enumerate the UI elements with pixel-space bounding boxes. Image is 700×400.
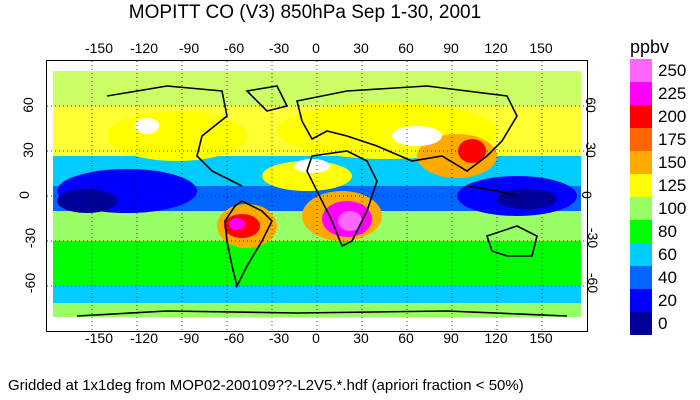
colorbar-swatch: [630, 312, 652, 335]
colorbar-label: 225: [658, 84, 687, 103]
lon-tick-top: 120: [484, 40, 508, 56]
lon-tick-top: -90: [178, 40, 200, 56]
colorbar-swatch: [630, 197, 652, 220]
colorbar-swatch: [630, 151, 652, 174]
lon-tick-bottom: -30: [268, 330, 290, 346]
lat-tick-left: 60: [19, 97, 36, 113]
colorbar-swatch: [630, 243, 652, 266]
lon-tick-top: 0: [312, 40, 320, 56]
lat-tick-left: 30: [19, 142, 36, 158]
lon-tick-top: 30: [353, 40, 369, 56]
colorbar-unit: ppbv: [630, 37, 670, 57]
lon-tick-bottom: -120: [129, 330, 159, 346]
colorbar-label: 125: [658, 176, 687, 195]
lon-tick-top: 90: [443, 40, 459, 56]
lon-tick-bottom: -150: [84, 330, 114, 346]
lon-tick-top: 60: [398, 40, 414, 56]
lon-tick-top: -120: [129, 40, 159, 56]
colorbar-swatch: [630, 82, 652, 105]
co-concentration-map: [46, 60, 588, 332]
lat-tick-left: -30: [22, 227, 39, 249]
lon-tick-top: -150: [84, 40, 114, 56]
colorbar-label: 100: [658, 199, 687, 218]
lon-tick-top: -60: [223, 40, 245, 56]
lat-tick-right: -30: [585, 227, 602, 249]
colorbar-label: 20: [658, 291, 677, 310]
colorbar-swatch: [630, 266, 652, 289]
lat-tick-right: -60: [585, 272, 602, 294]
lon-tick-top: 150: [529, 40, 553, 56]
lon-tick-bottom: 60: [398, 330, 414, 346]
colorbar-label: 0: [658, 314, 668, 333]
colorbar-label: 250: [658, 61, 687, 80]
colorbar-label: 150: [658, 153, 687, 172]
lon-tick-bottom: 0: [312, 330, 320, 346]
colorbar-label: 175: [658, 130, 687, 149]
lon-tick-bottom: 30: [353, 330, 369, 346]
lat-tick-right: 30: [582, 142, 599, 158]
colorbar-label: 200: [658, 107, 687, 126]
colorbar-swatch: [630, 128, 652, 151]
colorbar-swatch: [630, 59, 652, 82]
footnote: Gridded at 1x1deg from MOP02-200109??-L2…: [8, 377, 524, 394]
colorbar-swatch: [630, 289, 652, 312]
lon-tick-bottom: -90: [178, 330, 200, 346]
colorbar-label: 60: [658, 245, 677, 264]
lat-tick-left: -60: [22, 272, 39, 294]
lat-tick-right: 60: [582, 97, 599, 113]
lat-tick-right: 0: [578, 191, 595, 199]
lon-tick-bottom: 150: [529, 330, 553, 346]
map-canvas: [47, 61, 587, 331]
lat-tick-left: 0: [15, 191, 32, 199]
lon-tick-top: -30: [268, 40, 290, 56]
map-title: MOPITT CO (V3) 850hPa Sep 1-30, 2001: [128, 2, 482, 23]
colorbar-label: 80: [658, 222, 677, 241]
lon-tick-bottom: 90: [443, 330, 459, 346]
lon-tick-bottom: -60: [223, 330, 245, 346]
lon-tick-bottom: 120: [484, 330, 508, 346]
colorbar-swatch: [630, 220, 652, 243]
colorbar: [630, 59, 652, 335]
colorbar-label: 40: [658, 268, 677, 287]
colorbar-swatch: [630, 105, 652, 128]
colorbar-swatch: [630, 174, 652, 197]
